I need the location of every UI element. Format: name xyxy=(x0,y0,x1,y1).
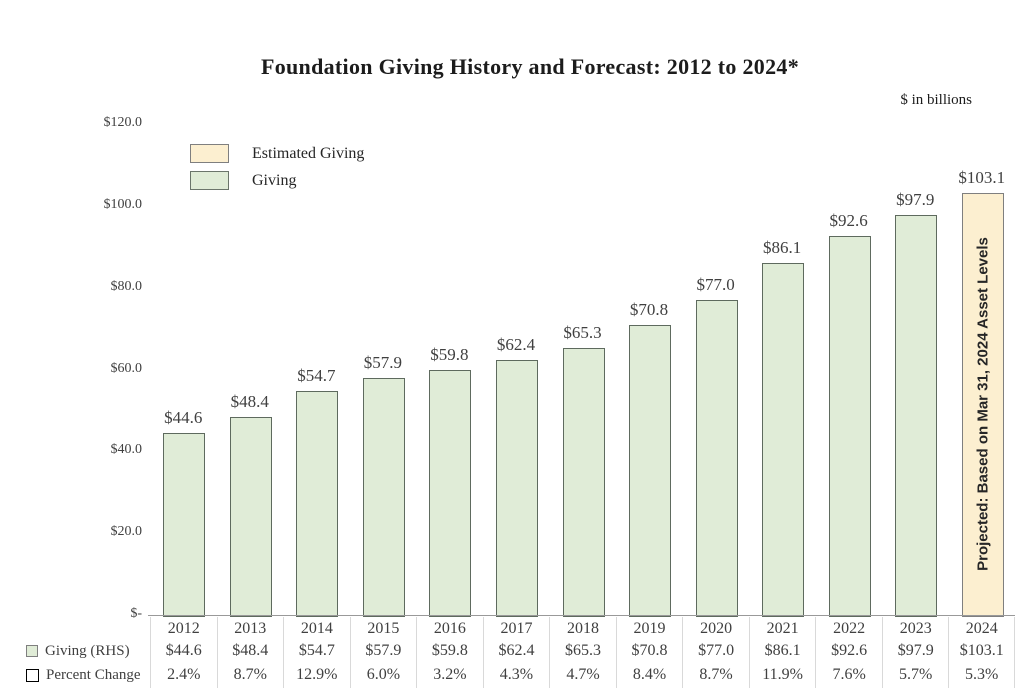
table-cell-percent-change-2017: 4.3% xyxy=(482,662,550,688)
percent-change-key-icon xyxy=(26,668,39,682)
table-cell-percent-change-2020: 8.7% xyxy=(682,662,749,688)
table-cell-giving-2016: $59.8 xyxy=(416,640,483,662)
bar-2023 xyxy=(895,214,938,617)
bar-value-label-2013: $48.4 xyxy=(230,392,269,412)
table-year-2014: 2014 xyxy=(283,617,350,640)
table-cell-percent-change-2013: 8.7% xyxy=(216,662,284,688)
y-tick-0: $- xyxy=(130,606,142,621)
table-row-label-text: Giving (RHS) xyxy=(45,642,130,659)
bar-2017 xyxy=(495,359,538,617)
table-corner xyxy=(0,617,150,640)
table-cell-percent-change-2022: 7.6% xyxy=(815,662,882,688)
table-row-label-giving: Giving (RHS) xyxy=(0,640,150,662)
table-cell-percent-change-2016: 3.2% xyxy=(416,662,483,688)
units-note: $ in billions xyxy=(900,92,972,108)
table-cell-giving-2018: $65.3 xyxy=(549,640,616,662)
table-cell-percent-change-2012: 2.4% xyxy=(150,662,217,688)
bar-2018 xyxy=(562,347,605,617)
table-cell-percent-change-2024: 5.3% xyxy=(948,662,1015,688)
table-year-2023: 2023 xyxy=(881,617,949,640)
bar-2022 xyxy=(828,236,871,617)
projected-note: Projected: Based on Mar 31, 2024 Asset L… xyxy=(974,237,992,572)
table-cell-percent-change-2018: 4.7% xyxy=(549,662,616,688)
table-cell-giving-2019: $70.8 xyxy=(615,640,683,662)
x-axis-line xyxy=(148,615,1015,616)
table-year-2021: 2021 xyxy=(748,617,816,640)
bar-2012 xyxy=(163,432,206,617)
table-cell-giving-2022: $92.6 xyxy=(815,640,882,662)
table-cell-giving-2017: $62.4 xyxy=(482,640,550,662)
table-year-2018: 2018 xyxy=(549,617,616,640)
y-tick-40: $40.0 xyxy=(110,442,143,458)
legend-label-estimated-giving: Estimated Giving xyxy=(252,144,365,162)
table-cell-giving-2021: $86.1 xyxy=(748,640,816,662)
table-year-2015: 2015 xyxy=(349,617,417,640)
table-cell-giving-2020: $77.0 xyxy=(682,640,749,662)
table-year-2019: 2019 xyxy=(615,617,683,640)
bar-value-label-2016: $59.8 xyxy=(430,345,469,365)
bar-2013 xyxy=(229,417,272,617)
bar-2016 xyxy=(429,370,472,617)
bar-value-label-2023: $97.9 xyxy=(896,189,935,209)
bar-value-label-2021: $86.1 xyxy=(762,237,802,257)
bar-value-label-2024: $103.1 xyxy=(958,168,1006,188)
table-cell-giving-2013: $48.4 xyxy=(216,640,284,662)
table-year-2013: 2013 xyxy=(216,617,284,640)
y-tick-20: $20.0 xyxy=(110,524,143,540)
table-year-2017: 2017 xyxy=(482,617,550,640)
table-year-2020: 2020 xyxy=(682,617,749,640)
table-cell-giving-2014: $54.7 xyxy=(283,640,350,662)
table-year-2024: 2024 xyxy=(948,617,1015,640)
y-tick-120: $120.0 xyxy=(103,115,143,131)
chart-title: Foundation Giving History and Forecast: … xyxy=(260,54,799,79)
table-cell-giving-2024: $103.1 xyxy=(948,640,1015,662)
y-tick-100: $100.0 xyxy=(103,197,143,212)
estimated-giving-swatch-icon xyxy=(190,144,229,163)
bar-value-label-2020: $77.0 xyxy=(696,275,735,295)
table-year-2016: 2016 xyxy=(416,617,483,640)
table-cell-percent-change-2015: 6.0% xyxy=(349,662,417,688)
bar-value-label-2015: $57.9 xyxy=(363,353,402,373)
legend-label-giving: Giving xyxy=(252,171,297,189)
table-year-2012: 2012 xyxy=(150,617,217,640)
table-year-2022: 2022 xyxy=(815,617,882,640)
table-row-label-percent-change: Percent Change xyxy=(0,662,150,688)
bar-value-label-2018: $65.3 xyxy=(563,322,602,342)
bar-value-label-2019: $70.8 xyxy=(629,300,669,320)
giving-swatch-icon xyxy=(190,171,229,190)
table-row-label-text: Percent Change xyxy=(46,666,141,683)
bar-value-label-2022: $92.6 xyxy=(829,211,868,231)
bar-2019 xyxy=(629,325,672,617)
legend-item-estimated-giving: Estimated Giving xyxy=(190,140,364,167)
table-cell-percent-change-2019: 8.4% xyxy=(615,662,683,688)
table-cell-percent-change-2014: 12.9% xyxy=(283,662,350,688)
bar-2020 xyxy=(695,300,738,617)
bar-value-label-2017: $62.4 xyxy=(496,334,536,354)
table-cell-giving-2023: $97.9 xyxy=(881,640,949,662)
bar-2024 xyxy=(961,193,1004,617)
giving-key-icon xyxy=(26,645,38,657)
y-tick-60: $60.0 xyxy=(110,360,143,376)
table-cell-percent-change-2021: 11.9% xyxy=(748,662,816,688)
table-cell-giving-2012: $44.6 xyxy=(150,640,217,662)
legend: Estimated Giving Giving xyxy=(190,140,364,194)
table-cell-giving-2015: $57.9 xyxy=(349,640,417,662)
bar-2015 xyxy=(362,378,405,617)
table-cell-percent-change-2023: 5.7% xyxy=(881,662,949,688)
bar-value-label-2012: $44.6 xyxy=(164,407,203,427)
y-tick-80: $80.0 xyxy=(110,278,143,294)
bar-2021 xyxy=(762,262,805,617)
data-table: 2012 2013 2014 2015 2016 2017 2018 2019 2020 2021… xyxy=(0,617,1015,688)
legend-item-giving: Giving xyxy=(190,167,364,194)
bar-2014 xyxy=(296,391,339,617)
bar-value-label-2014: $54.7 xyxy=(297,366,336,386)
